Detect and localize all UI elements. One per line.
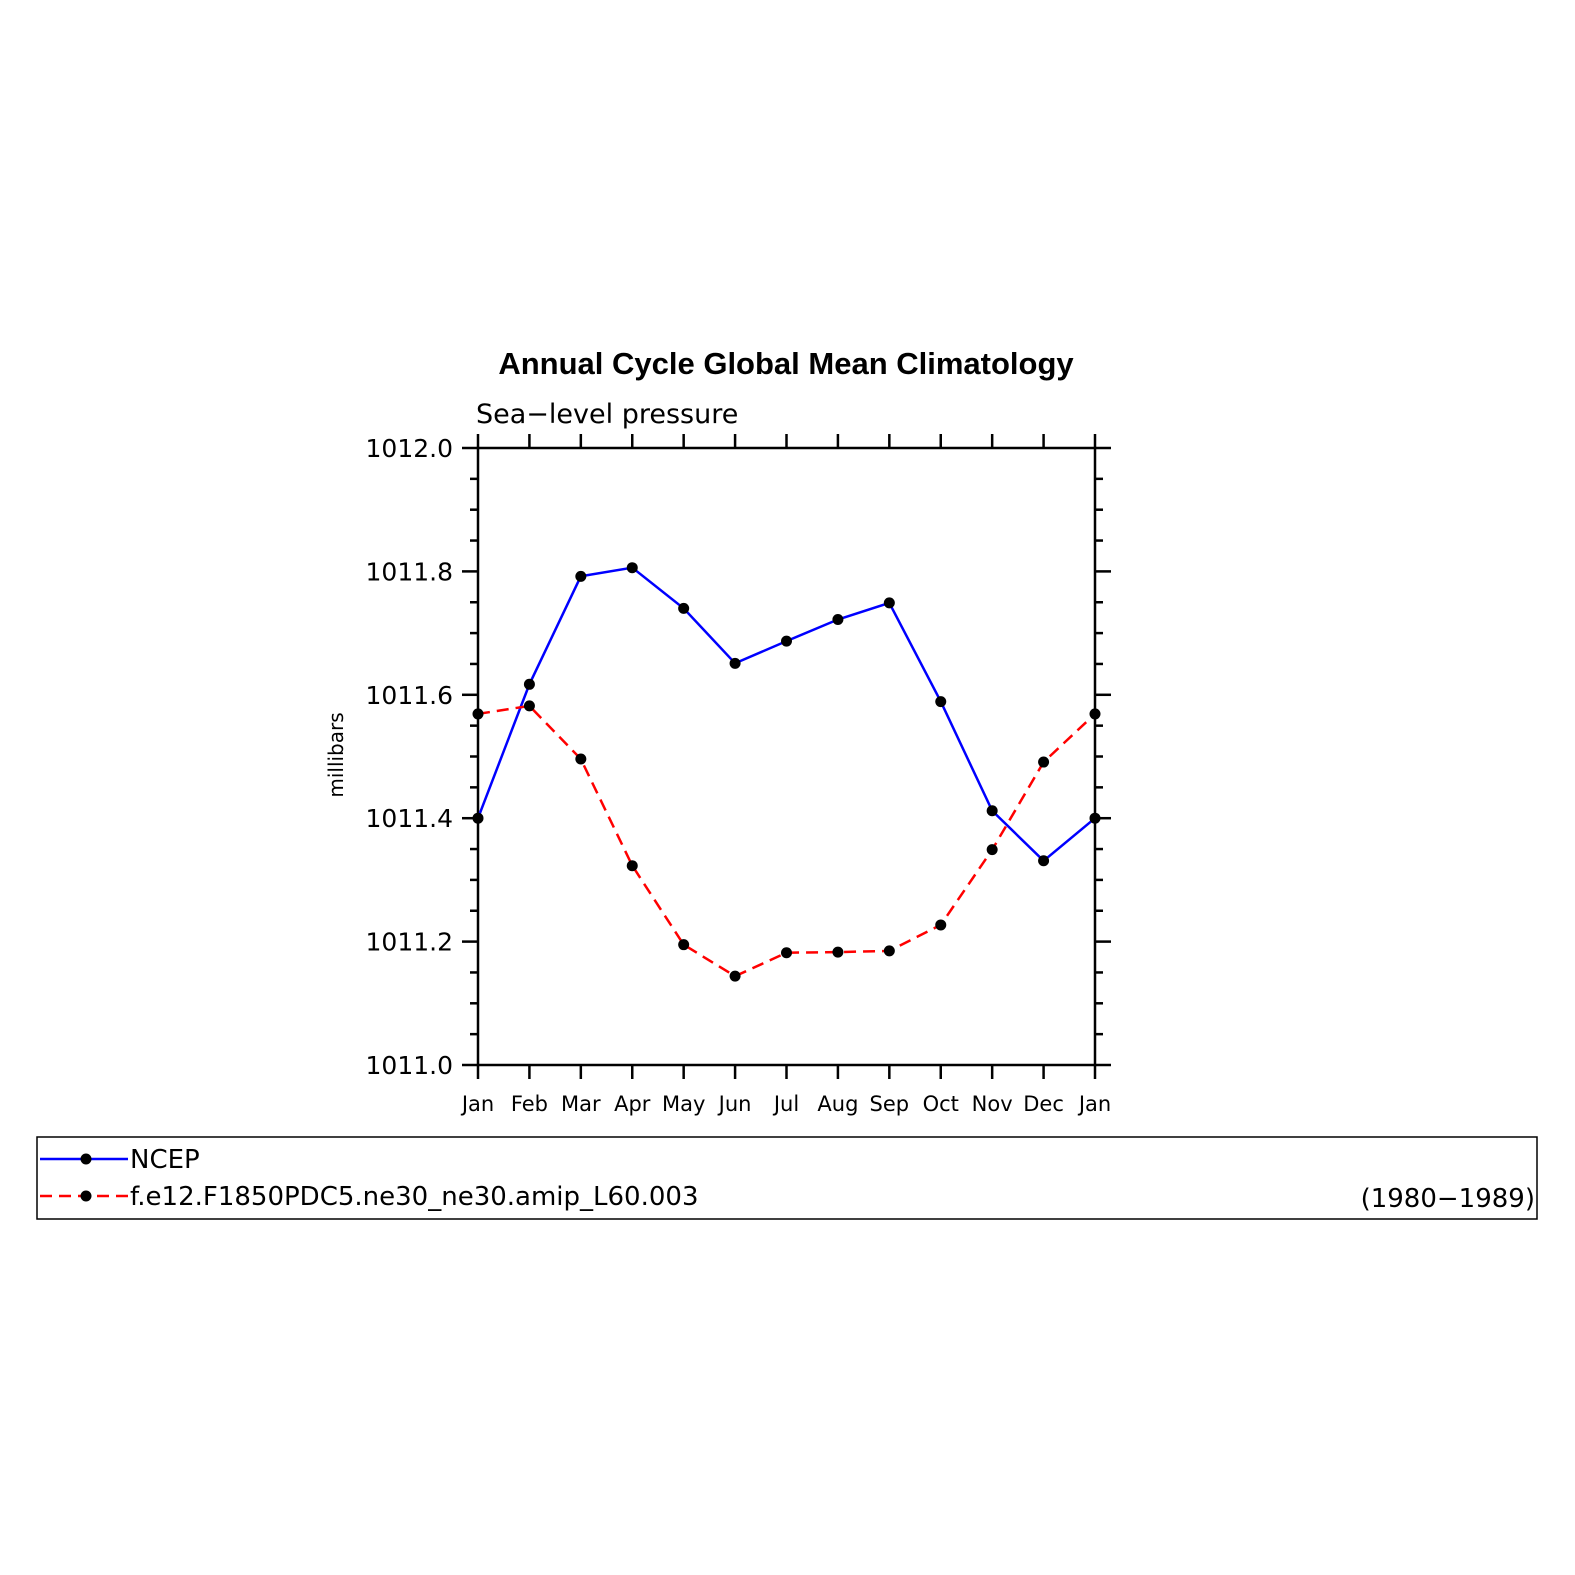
- series-1-point: [986, 805, 998, 817]
- y-tick-label: 1011.4: [366, 804, 453, 833]
- series-2-point: [781, 947, 792, 959]
- y-tick-label: 1011.8: [366, 557, 453, 586]
- series-2-point: [575, 753, 587, 765]
- series-1-point: [575, 570, 587, 582]
- series-1-point: [678, 602, 690, 614]
- series-2-point: [986, 844, 998, 856]
- series-1-point: [935, 696, 947, 708]
- plot-frame: [476, 446, 1097, 1067]
- series-1-point: [832, 614, 844, 626]
- series-2-point: [1038, 756, 1050, 768]
- x-tick-label: May: [662, 1092, 705, 1116]
- x-tick-label: Sep: [870, 1092, 910, 1116]
- x-tick-label: Feb: [511, 1092, 548, 1116]
- series-line-1: [476, 566, 1096, 863]
- chart-title: Annual Cycle Global Mean Climatology: [498, 346, 1074, 381]
- series-2-point: [678, 939, 690, 951]
- y-tick-label: 1011.2: [366, 928, 453, 957]
- y-axis-label: millibars: [324, 712, 348, 797]
- legend-marker-2: [80, 1190, 92, 1202]
- series-1-point: [883, 597, 895, 609]
- x-tick-label: Jan: [1077, 1092, 1111, 1116]
- series-1-point: [729, 657, 741, 669]
- y-tick-labels: 1011.0 1011.2 1011.4 1011.6 1011.8 1012.0: [366, 434, 453, 1080]
- series-group: [472, 562, 1101, 982]
- series-1-point: [781, 635, 792, 647]
- series-1-point: [472, 812, 484, 824]
- legend-period: (1980−1989): [1361, 1184, 1535, 1214]
- x-tick-label: Jun: [717, 1092, 752, 1116]
- series-2-point: [883, 945, 895, 957]
- x-tick-label: Apr: [614, 1092, 651, 1116]
- series-line-2: [477, 704, 1096, 978]
- series-1-point: [1089, 812, 1101, 824]
- series-2-point: [1089, 708, 1101, 720]
- chart-subtitle: Sea−level pressure: [476, 399, 738, 430]
- series-2-point: [729, 970, 741, 982]
- y-tick-label: 1011.0: [366, 1051, 453, 1080]
- series-1-point: [1038, 855, 1050, 867]
- x-tick-label: Aug: [817, 1092, 858, 1116]
- series-2-point: [472, 708, 484, 720]
- series-2-point: [626, 860, 638, 872]
- axis-ticks: [462, 434, 1111, 1079]
- series-2-point: [523, 700, 535, 712]
- y-tick-label: 1012.0: [366, 434, 453, 463]
- x-tick-label: Mar: [561, 1092, 601, 1116]
- legend-marker-1: [80, 1153, 92, 1165]
- legend-label-1: NCEP: [130, 1145, 200, 1175]
- series-1-point: [626, 562, 638, 574]
- legend-box: [36, 1136, 1538, 1220]
- legend: NCEP f.e12.F1850PDC5.ne30_ne30.amip_L60.0…: [36, 1136, 1538, 1220]
- x-tick-label: Dec: [1023, 1092, 1064, 1116]
- x-tick-label: Jan: [460, 1092, 494, 1116]
- series-2-point: [935, 919, 947, 931]
- x-tick-labels: Jan Feb Mar Apr May Jun Jul Aug Sep Oct Nov Dec Jan: [460, 1092, 1111, 1116]
- x-tick-label: Oct: [923, 1092, 959, 1116]
- x-tick-label: Nov: [972, 1092, 1013, 1116]
- y-tick-label: 1011.6: [366, 681, 453, 710]
- series-2-point: [832, 946, 844, 958]
- x-tick-label: Jul: [772, 1092, 799, 1116]
- series-1-point: [523, 678, 535, 690]
- legend-label-2: f.e12.F1850PDC5.ne30_ne30.amip_L60.003: [130, 1182, 698, 1212]
